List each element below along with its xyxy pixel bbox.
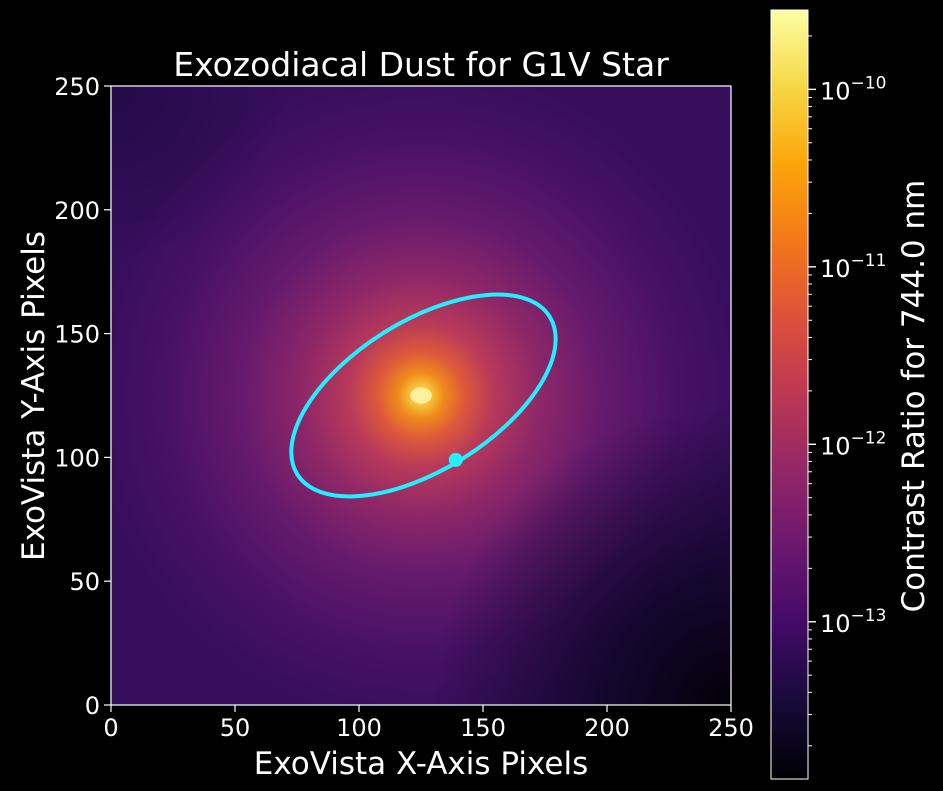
y-tick-label: 50	[69, 568, 100, 596]
y-tick-label: 250	[54, 73, 100, 101]
plot-frame	[110, 85, 732, 706]
dust-heatmap	[111, 86, 731, 705]
y-axis-label: ExoVista Y-Axis Pixels	[16, 231, 52, 561]
colorbar-tick-label: 10−13	[820, 606, 886, 638]
y-tick-label: 0	[85, 692, 100, 720]
colorbar	[770, 9, 809, 780]
x-tick-label: 50	[220, 714, 251, 742]
x-tick-label: 0	[103, 714, 118, 742]
x-axis-ticks: 0 50 100 150 200 250	[103, 705, 754, 742]
colorbar-tick-label: 10−11	[820, 251, 886, 283]
x-axis-label: ExoVista X-Axis Pixels	[254, 746, 588, 782]
x-tick-label: 200	[584, 714, 630, 742]
y-tick-label: 100	[54, 444, 100, 472]
colorbar-tick-label: 10−10	[820, 73, 886, 105]
colorbar-label: Contrast Ratio for 744.0 nm	[896, 180, 932, 613]
x-tick-label: 250	[708, 714, 754, 742]
x-tick-label: 150	[460, 714, 506, 742]
chart-title: Exozodiacal Dust for G1V Star	[173, 45, 669, 84]
colorbar-tick-label: 10−12	[820, 428, 886, 460]
y-axis-ticks: 0 50 100 150 200 250	[54, 73, 111, 720]
y-tick-label: 150	[54, 321, 100, 349]
planet-marker	[448, 452, 463, 467]
x-tick-label: 100	[336, 714, 382, 742]
y-tick-label: 200	[54, 197, 100, 225]
planet-orbit	[289, 292, 558, 499]
star-core	[410, 387, 432, 404]
colorbar-ticks: 10−13 10−12 10−11 10−10	[808, 35, 886, 747]
